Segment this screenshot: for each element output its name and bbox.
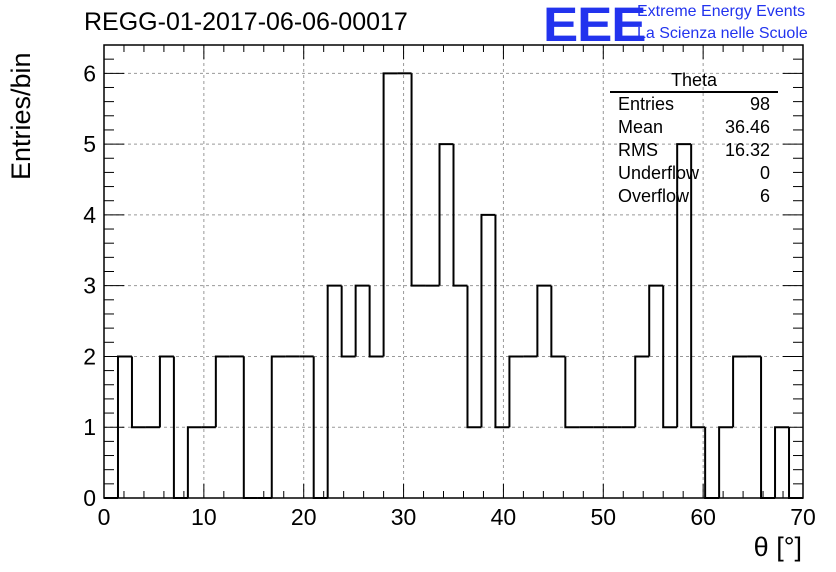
histogram-bin [788, 427, 803, 499]
y-tick-label: 1 [83, 414, 96, 440]
x-tick-label: 30 [391, 504, 417, 530]
histogram-bin [214, 355, 230, 428]
stats-label: Underflow [618, 163, 700, 183]
histogram-bin [648, 284, 664, 357]
histogram-bin [382, 72, 398, 357]
histogram-bin [550, 285, 566, 358]
stats-label: Mean [618, 117, 664, 137]
y-tick-label: 3 [83, 273, 96, 299]
y-tick-label: 5 [83, 131, 96, 157]
histogram-bin [662, 285, 678, 429]
histogram-bin [312, 356, 328, 499]
stats-label: RMS [618, 140, 658, 160]
histogram-bin [116, 355, 132, 498]
histogram-bin [494, 214, 510, 429]
histogram-bin [242, 356, 258, 499]
logo-caption-line2: La Scienza nelle Scuole [637, 25, 808, 42]
histogram-bin [760, 356, 776, 499]
histogram-bin [326, 284, 342, 498]
stats-value: 16.32 [724, 140, 770, 160]
y-tick-label: 2 [83, 343, 96, 369]
run-title: REGG-01-2017-06-06-00017 [84, 8, 408, 36]
y-tick-label: 6 [83, 60, 96, 86]
histogram-bin [186, 426, 202, 498]
histogram-bin [452, 144, 468, 287]
x-tick-label: 0 [98, 504, 111, 530]
histogram-bin [480, 213, 496, 428]
histogram-bin [508, 355, 524, 428]
histogram-bin [438, 143, 454, 286]
stats-label: Entries [618, 94, 675, 114]
x-tick-label: 40 [491, 504, 517, 530]
x-axis-label: θ [°] [753, 532, 802, 562]
x-tick-label: 60 [690, 504, 716, 530]
stats-value: 0 [759, 163, 770, 183]
histogram-bin [690, 144, 706, 429]
stats-row-mean: Mean 36.46 [610, 116, 778, 139]
stats-box: Theta Entries 98 Mean 36.46 RMS 16.32 Un… [610, 70, 778, 208]
y-tick-label: 4 [83, 202, 96, 228]
y-tick-label: 0 [83, 485, 96, 511]
histogram-bin [466, 285, 482, 429]
histogram-bin [130, 356, 146, 429]
histogram-bin [704, 427, 720, 499]
stats-row-rms: RMS 16.32 [610, 139, 778, 162]
stats-value: 6 [759, 186, 770, 206]
stats-value: 36.46 [724, 117, 770, 137]
logo-caption-line1: Extreme Energy Events [637, 3, 806, 20]
histogram-bin [340, 285, 356, 358]
stats-row-overflow: Overflow 6 [610, 185, 778, 208]
y-axis-label: Entries/bin [6, 52, 36, 180]
histogram-bin [634, 355, 650, 428]
stats-row-underflow: Underflow 0 [610, 162, 778, 185]
histogram-bin [368, 285, 384, 358]
histogram-bin [732, 355, 748, 428]
x-tick-label: 70 [790, 504, 816, 530]
histogram-bin [172, 356, 188, 499]
histogram-bin [270, 355, 286, 498]
x-tick-label: 20 [291, 504, 317, 530]
stats-label: Overflow [618, 186, 690, 206]
stats-value: 98 [749, 94, 770, 114]
histogram-bin [564, 356, 580, 429]
histogram-bin [774, 426, 790, 498]
stats-title: Theta [610, 70, 778, 93]
eee-logo: EEE [543, 0, 646, 52]
histogram-bin [718, 426, 734, 498]
x-tick-label: 10 [191, 504, 217, 530]
histogram-bin [536, 284, 552, 357]
histogram-bin [410, 73, 426, 287]
x-tick-label: 50 [590, 504, 616, 530]
histogram-bin [354, 284, 370, 357]
stats-row-entries: Entries 98 [610, 93, 778, 116]
histogram-bin [158, 355, 174, 428]
histogram-bin [676, 143, 692, 428]
